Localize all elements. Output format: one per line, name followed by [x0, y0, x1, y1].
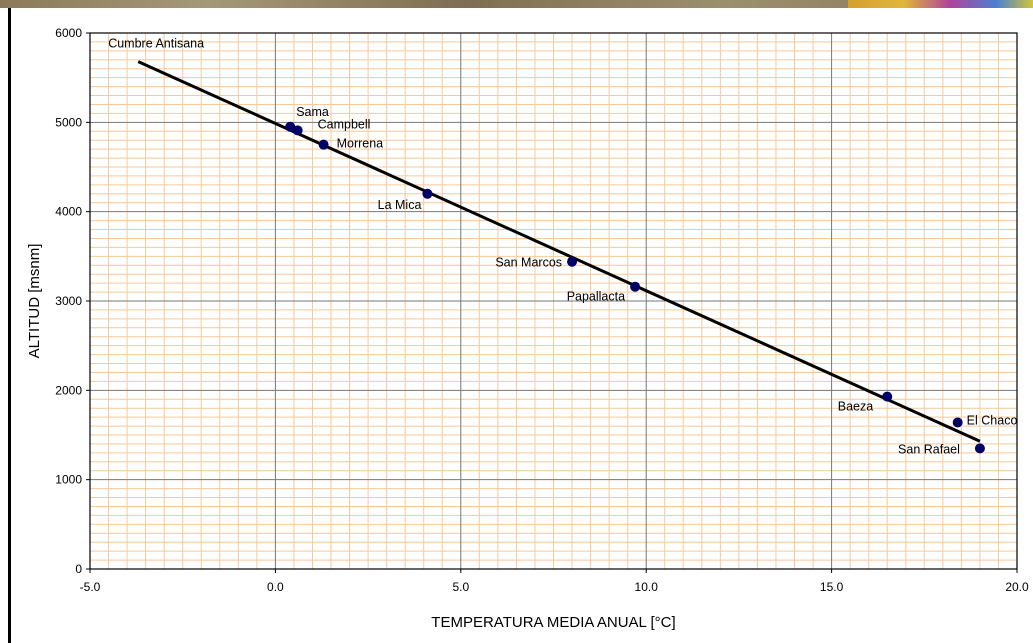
y-tick-label: 4000	[55, 205, 82, 219]
label-baeza: Baeza	[838, 400, 873, 414]
label-sama: Sama	[296, 105, 329, 119]
x-tick-label: 15.0	[820, 580, 844, 594]
y-tick-label: 3000	[55, 294, 82, 308]
annotation-cumbre-antisana: Cumbre Antisana	[108, 37, 204, 51]
x-tick-label: 20.0	[1005, 580, 1029, 594]
y-tick-label: 0	[75, 562, 82, 576]
point-el-chaco	[952, 417, 963, 428]
x-axis-title: TEMPERATURA MEDIA ANUAL [°C]	[431, 614, 675, 631]
y-axis-ticks: 0 1000 2000 3000 4000 5000 6000	[55, 26, 90, 576]
colored-image-strip	[848, 0, 1033, 8]
data-points	[285, 121, 985, 454]
point-san-rafael	[974, 443, 985, 454]
label-papallacta: Papallacta	[567, 290, 625, 304]
point-la-mica	[422, 188, 433, 199]
y-axis-title: ALTITUD [msnm]	[26, 244, 43, 359]
y-tick-label: 2000	[55, 383, 82, 397]
point-papallacta	[630, 281, 641, 292]
trend-line	[137, 60, 981, 443]
x-tick-label: 0.0	[267, 580, 284, 594]
x-tick-label: 10.0	[635, 580, 659, 594]
x-axis-ticks: -5.0 0.0 5.0 10.0 15.0 20.0	[80, 569, 1029, 594]
point-baeza	[882, 391, 893, 402]
point-san-marcos	[567, 256, 578, 267]
label-el-chaco: El Chaco	[967, 413, 1018, 427]
point-sama	[285, 121, 296, 132]
label-campbell: Campbell	[318, 117, 371, 131]
point-morrena	[318, 139, 329, 150]
point-campbell	[292, 125, 303, 136]
label-san-rafael: San Rafael	[898, 442, 960, 456]
x-tick-label: -5.0	[80, 580, 101, 594]
x-tick-label: 5.0	[452, 580, 469, 594]
label-la-mica: La Mica	[378, 198, 422, 212]
background-photo-strip	[0, 0, 1033, 8]
frame-left-border	[8, 8, 11, 643]
label-san-marcos: San Marcos	[495, 256, 562, 270]
label-morrena: Morrena	[337, 137, 384, 151]
y-tick-label: 5000	[55, 115, 82, 129]
y-tick-label: 1000	[55, 473, 82, 487]
y-tick-label: 6000	[55, 26, 82, 40]
